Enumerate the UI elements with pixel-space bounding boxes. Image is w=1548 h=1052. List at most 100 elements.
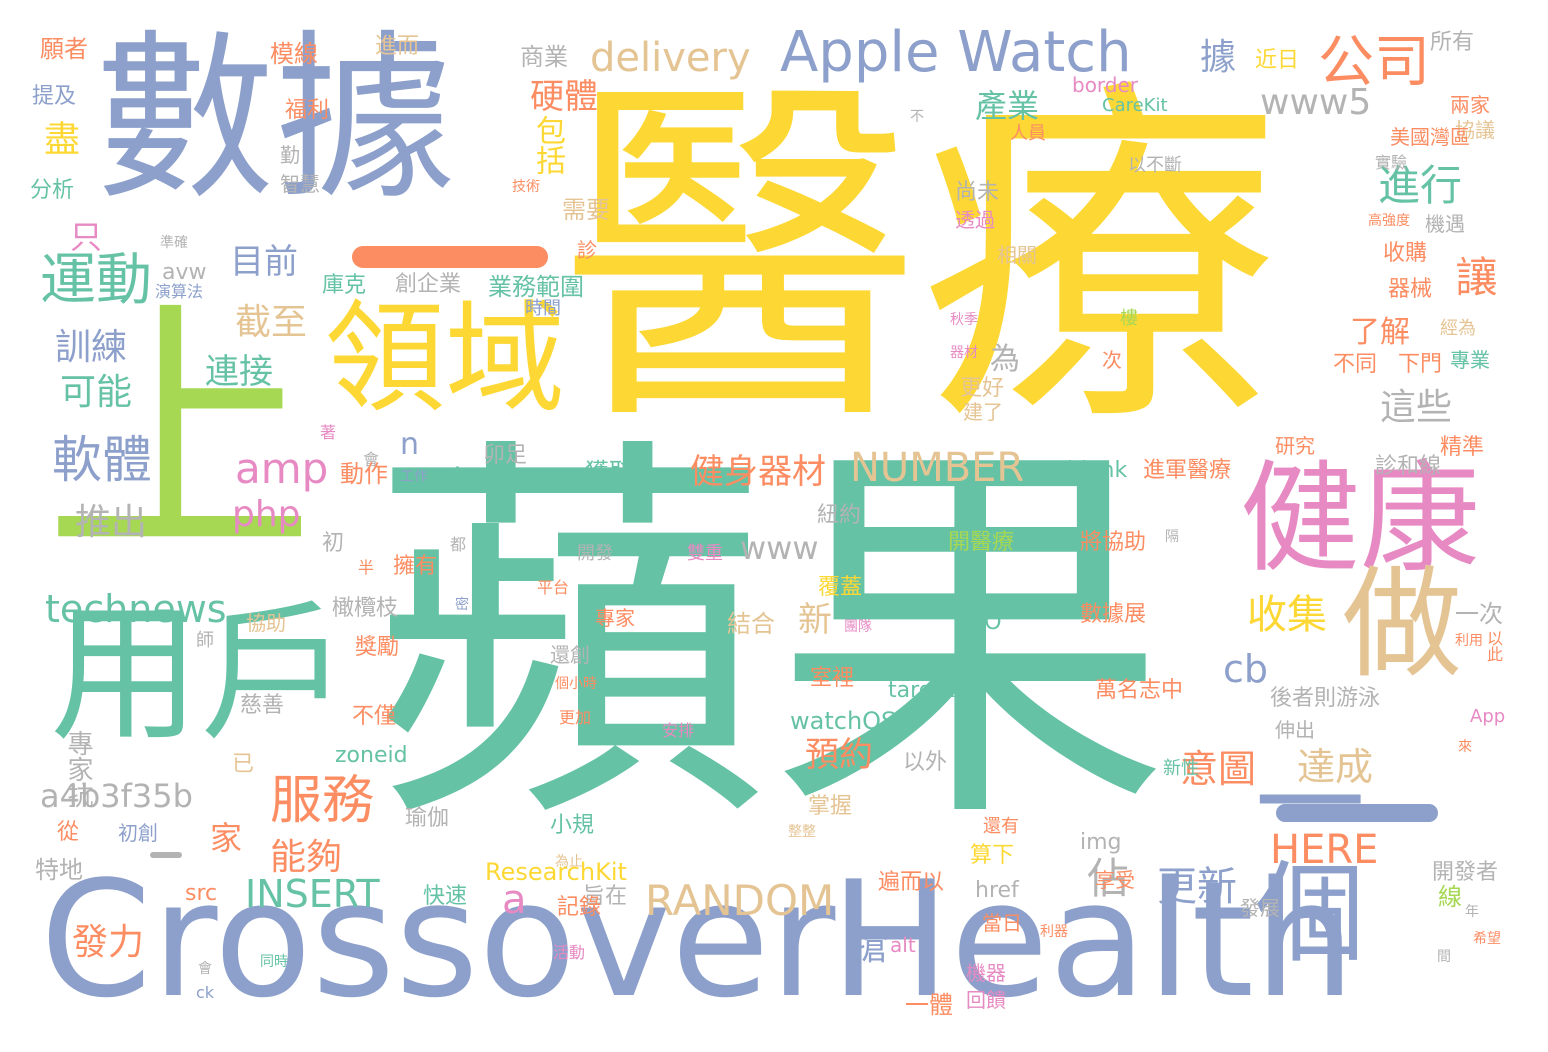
cloud-word: delivery: [590, 35, 751, 81]
cloud-word: 活動: [553, 943, 586, 962]
cloud-word: 模線: [270, 40, 318, 68]
cloud-word: 包括: [530, 115, 565, 175]
cloud-word: 次: [1102, 348, 1122, 372]
cloud-word: 時間: [525, 298, 561, 319]
cloud-word: 卯足: [483, 443, 528, 468]
cloud-word: 器材: [950, 345, 978, 361]
cloud-word: 家: [210, 819, 243, 857]
cloud-word: 開發: [577, 543, 613, 564]
cloud-word: 機器: [966, 961, 1006, 985]
cloud-word: 記錄: [557, 895, 602, 920]
orange-dash-mark: [352, 246, 548, 268]
cloud-word: 盡: [38, 120, 79, 156]
cloud-word: 醫療: [560, 50, 1280, 469]
cloud-word: 會: [363, 450, 380, 469]
cloud-word: 健身器材: [690, 452, 826, 492]
cloud-word: 初創: [118, 821, 158, 845]
cloud-word: 利器: [1040, 924, 1068, 940]
cloud-word: ResearchKit: [485, 858, 627, 886]
cloud-word: 了解: [1350, 315, 1410, 350]
cloud-word: 尚未: [955, 180, 1000, 205]
cloud-word: 安排: [662, 721, 695, 740]
cloud-word: Health: [830, 846, 1356, 1033]
cloud-word: 以外: [903, 750, 948, 775]
cloud-word: 專家: [595, 606, 635, 630]
cloud-word: alt: [890, 933, 916, 957]
cloud-word: 商業: [520, 43, 568, 71]
cloud-word: 團隊: [844, 619, 872, 635]
cloud-word: 分析: [30, 178, 75, 203]
cloud-word: 產業: [975, 87, 1040, 125]
cloud-word: 創企業: [395, 272, 462, 297]
cloud-word: 遍而以: [878, 870, 945, 895]
cloud-word: 美國灣區: [1390, 125, 1470, 149]
cloud-word: avw: [162, 260, 207, 285]
cloud-word: 享受: [1095, 868, 1135, 892]
cloud-word: a4b3f35b: [40, 777, 193, 815]
cloud-word: 不: [910, 109, 924, 125]
cloud-word: 算下: [970, 843, 1015, 868]
cloud-word: 發力: [72, 922, 145, 963]
cloud-word: Crossover: [40, 846, 836, 1033]
cloud-word: 以此: [1484, 630, 1503, 662]
cloud-word: 不同: [1333, 352, 1378, 377]
cloud-word: 軟體: [52, 431, 152, 489]
cloud-word: 特地: [35, 856, 83, 884]
cloud-word: 動作: [340, 460, 388, 488]
cloud-word: watchOS: [790, 707, 897, 735]
cloud-word: 高強度: [1368, 213, 1410, 229]
cloud-word: 更好: [960, 376, 1005, 401]
cloud-word: 後者則游泳: [1270, 686, 1381, 711]
cloud-word: 演算法: [155, 282, 204, 301]
cloud-word: 師: [196, 630, 214, 651]
cloud-word: 擁有: [393, 554, 438, 579]
cloud-word: 做: [1321, 560, 1460, 680]
cloud-word: 回饋: [966, 988, 1006, 1012]
cloud-word: 需要: [562, 196, 610, 224]
cloud-word: img: [1080, 830, 1122, 855]
cloud-word: 達成: [1297, 745, 1374, 789]
cloud-word: 線: [1438, 883, 1462, 911]
cloud-word: 數據: [95, 15, 456, 224]
cloud-word: 提及: [32, 84, 77, 109]
cloud-word: 訓練: [55, 327, 128, 368]
cloud-word: 專家抗: [63, 730, 93, 808]
cloud-word: 以不斷: [1128, 155, 1182, 176]
cloud-word: 為: [990, 342, 1020, 377]
cloud-word: 診和線: [1375, 454, 1442, 479]
cloud-word: 從: [57, 820, 80, 845]
cloud-word: 將協助: [1080, 530, 1147, 555]
cloud-word: 當日: [982, 911, 1022, 935]
cloud-word: 新性: [1163, 758, 1199, 779]
cloud-word: n: [400, 427, 420, 462]
cloud-word: 開醫療: [948, 530, 1015, 555]
cloud-word: CareKit: [1102, 95, 1168, 116]
cloud-word: 獲取: [585, 458, 633, 486]
cloud-word: 來: [1458, 739, 1472, 755]
cloud-word: a: [502, 877, 527, 923]
cloud-word: 研究: [1275, 434, 1315, 458]
cloud-word: 一個: [1236, 745, 1364, 965]
cloud-word: 萬名志中: [1095, 678, 1184, 703]
cloud-word: 精準: [1440, 435, 1485, 460]
cloud-word: 截至: [235, 302, 308, 343]
cloud-word: 器械: [1388, 277, 1433, 302]
cloud-word: 覆蓋: [818, 575, 863, 600]
cloud-word: 伸出: [1275, 718, 1315, 742]
cloud-word: 室裡: [810, 666, 855, 691]
cloud-word: 為止: [555, 854, 583, 870]
cloud-word: 兩家: [1450, 93, 1490, 117]
cloud-word: 紐約: [817, 503, 862, 528]
cloud-word: 希望: [1473, 931, 1501, 947]
cloud-word: 已: [232, 752, 255, 777]
cloud-word: App: [1470, 706, 1506, 727]
cloud-word: 還創: [550, 643, 590, 667]
cloud-word: zoneid: [335, 743, 408, 768]
cloud-word: 平台: [537, 578, 570, 597]
cloud-word: 只: [65, 220, 103, 252]
cloud-word: 結合: [727, 610, 775, 638]
cloud-word: 健康: [1240, 450, 1480, 589]
cloud-word: 目前: [230, 242, 298, 282]
cloud-word: 可能: [60, 372, 133, 413]
cloud-word: 實驗: [1375, 153, 1408, 172]
